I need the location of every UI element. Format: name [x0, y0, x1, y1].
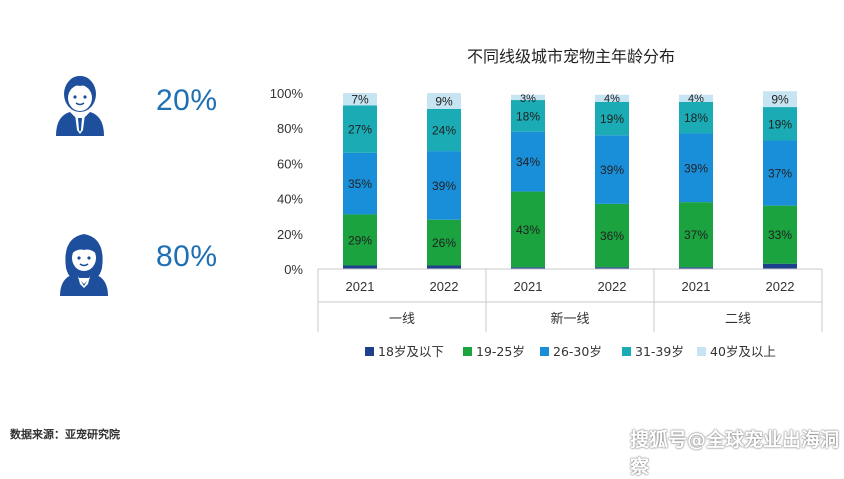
x-axis: 2021 2022 2021 2022 2021 2022 一线 新一线 二线 [317, 268, 823, 332]
bar-segment [595, 267, 629, 269]
bar-segment [679, 133, 713, 203]
y-tick-label: 20% [277, 227, 303, 242]
data-label: 27% [348, 123, 372, 137]
x-group-label: 一线 [389, 312, 415, 327]
female-percent: 80% [156, 240, 218, 273]
y-axis: 0% 20% 40% 60% 80% 100% [270, 86, 304, 277]
bar-segment [343, 214, 377, 266]
bar-segment [679, 267, 713, 269]
bar-segment [511, 267, 545, 269]
y-tick-label: 0% [284, 262, 303, 277]
legend-label: 18岁及以下 [378, 344, 444, 359]
bar-segment [679, 94, 713, 102]
bar-segment [595, 101, 629, 136]
data-label: 18% [684, 111, 708, 125]
man-avatar-icon [52, 70, 108, 136]
data-label: 36% [600, 229, 624, 243]
bar-segment [343, 152, 377, 215]
stacked-bar-chart: 不同线级城市宠物主年龄分布 0%20%40%60%80%100% 29%35%2… [270, 47, 823, 359]
data-label: 35% [348, 177, 372, 191]
data-label: 29% [348, 233, 372, 247]
data-label: 9% [771, 93, 789, 107]
bar-segment [595, 203, 629, 268]
legend-label: 26-30岁 [553, 344, 602, 359]
legend-swatch [365, 347, 374, 356]
bar-segment [427, 265, 461, 269]
bar-segment [595, 135, 629, 204]
x-group-label: 新一线 [550, 311, 589, 327]
x-tick-label: 2022 [598, 279, 627, 294]
bar-segment [763, 205, 797, 264]
x-tick-label: 2021 [346, 279, 375, 294]
x-tick-label: 2022 [766, 279, 795, 294]
bar-segment [511, 131, 545, 192]
legend-label: 31-39岁 [635, 344, 684, 359]
bar-segment [763, 263, 797, 269]
x-tick-label: 2021 [514, 279, 543, 294]
y-tick-label: 100% [270, 86, 304, 101]
bar-segment [679, 101, 713, 134]
bar-segment [427, 93, 461, 109]
data-label: 9% [435, 94, 453, 108]
bar-segment [343, 105, 377, 153]
bar-segment [763, 140, 797, 206]
data-label: 39% [432, 179, 456, 193]
x-tick-label: 2021 [682, 279, 711, 294]
legend-label: 19-25岁 [476, 344, 525, 359]
data-label: 37% [768, 167, 792, 181]
data-label: 18% [516, 109, 540, 123]
data-label: 33% [768, 228, 792, 242]
bars: 29% 35% 27% 7% 26% 39% 24% 9% 43% 34% 18% 3% 36% 39% 1… [343, 91, 797, 269]
bar-segment [427, 219, 461, 266]
y-tick-label: 80% [277, 121, 303, 136]
bar-segment [679, 202, 713, 268]
legend-swatch [463, 347, 472, 356]
data-label: 3% [520, 93, 536, 105]
watermark: 搜狐号@全球宠业出海洞察 [630, 429, 840, 478]
data-label: 34% [516, 155, 540, 169]
bar-segment [763, 91, 797, 108]
bar-segment [343, 265, 377, 269]
woman-avatar-icon [56, 228, 112, 296]
x-group-label: 二线 [725, 312, 751, 327]
bar-segment [427, 151, 461, 220]
bar-segment [343, 93, 377, 106]
source-note: 数据来源：亚宠研究院 [10, 428, 120, 441]
legend-swatch [540, 347, 549, 356]
chart-title: 不同线级城市宠物主年龄分布 [467, 47, 675, 66]
bar-segment [511, 100, 545, 132]
legend: 18岁及以下 19-25岁 26-30岁 31-39岁 40岁及以上 [365, 344, 776, 359]
data-label: 37% [684, 228, 708, 242]
bar-segment [511, 191, 545, 268]
data-label: 24% [432, 123, 456, 137]
bar-segment [763, 107, 797, 141]
data-label: 4% [688, 93, 704, 105]
x-tick-label: 2022 [430, 279, 459, 294]
data-label: 39% [600, 163, 624, 177]
bar-segment [427, 108, 461, 152]
data-label: 43% [516, 223, 540, 237]
legend-swatch [622, 347, 631, 356]
data-label: 7% [351, 93, 369, 107]
legend-swatch [697, 347, 706, 356]
bar-segment [595, 94, 629, 102]
data-label: 26% [432, 236, 456, 250]
data-label: 39% [684, 161, 708, 175]
y-tick-label: 40% [277, 192, 303, 207]
legend-label: 40岁及以上 [710, 344, 776, 359]
data-label: 19% [600, 112, 624, 126]
data-label: 4% [604, 93, 620, 105]
y-tick-label: 60% [277, 156, 303, 171]
data-label: 19% [768, 117, 792, 131]
male-percent: 20% [156, 84, 218, 117]
bar-segment [511, 94, 545, 101]
